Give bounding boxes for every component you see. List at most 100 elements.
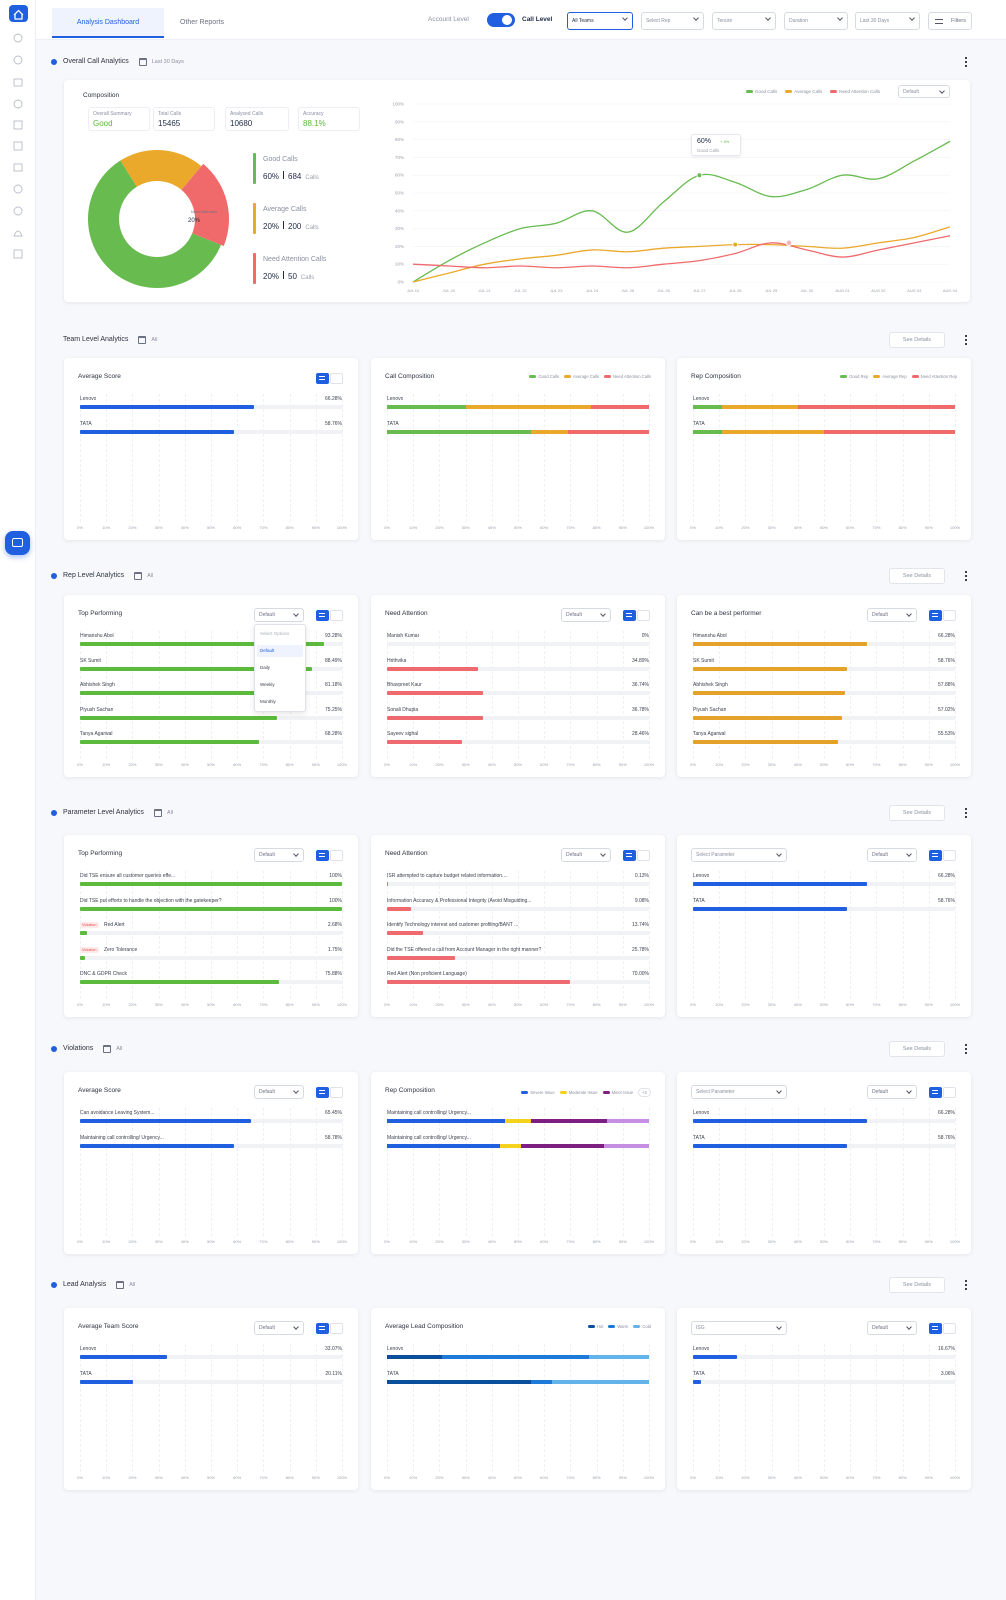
view-toggle-line[interactable] — [943, 1087, 956, 1098]
legend-unit: Calls — [305, 225, 319, 231]
view-toggle-bar[interactable] — [316, 1323, 329, 1334]
nav-icon[interactable] — [13, 184, 23, 194]
x-tick-label: AUG 03 — [907, 288, 922, 293]
grid-line — [80, 631, 81, 759]
nav-icon[interactable] — [13, 55, 23, 65]
view-toggle-bar[interactable] — [316, 850, 329, 861]
grid-line — [771, 1108, 773, 1236]
grid-line — [387, 1344, 388, 1472]
x-tick-label: 20% — [128, 1239, 137, 1244]
legend-swatch — [830, 90, 838, 93]
x-tick-label: JUL 20 — [443, 288, 456, 293]
nav-icon[interactable] — [13, 120, 23, 130]
menu-item[interactable]: Default — [257, 645, 303, 657]
view-toggle-bar[interactable] — [623, 850, 636, 861]
more-menu[interactable] — [965, 1044, 967, 1054]
menu-item[interactable]: Weekly — [260, 682, 275, 687]
bar-track — [387, 691, 649, 695]
see-details-button[interactable]: See Details — [889, 1041, 945, 1057]
legend-item: Good Rep — [840, 374, 868, 379]
view-toggle-bar[interactable] — [316, 373, 329, 384]
bar-icon — [932, 613, 938, 617]
menu-item[interactable]: Monthly — [260, 699, 276, 704]
dropdown[interactable]: Default — [254, 848, 304, 862]
tab[interactable]: Analysis Dashboard — [52, 8, 164, 38]
dropdown[interactable]: Default — [254, 1321, 304, 1335]
view-toggle-line[interactable] — [637, 610, 650, 621]
view-toggle-line[interactable] — [330, 610, 343, 621]
parameter-select[interactable]: Select Parameter — [691, 1085, 787, 1099]
chart-dropdown[interactable]: Default — [898, 85, 950, 98]
stat-box: Total Calls 15465 — [153, 107, 215, 131]
parameter-select[interactable]: Select Parameter — [691, 848, 787, 862]
view-toggle-line[interactable] — [330, 1087, 343, 1098]
more-menu[interactable] — [965, 808, 967, 818]
menu-item[interactable]: Daily — [260, 665, 271, 670]
view-toggle-line[interactable] — [943, 1323, 956, 1334]
more-menu[interactable] — [965, 57, 967, 67]
view-toggle-bar[interactable] — [929, 1087, 942, 1098]
filter-select[interactable]: Duration — [784, 12, 848, 30]
row-value: 3.06% — [940, 1370, 955, 1377]
dropdown[interactable]: Default — [867, 1085, 917, 1099]
see-details-button[interactable]: See Details — [889, 568, 945, 584]
row-label: Maintaining call controlling/ Urgency... — [387, 1134, 471, 1141]
view-toggle-bar[interactable] — [929, 1323, 942, 1334]
filter-select[interactable]: All Teams — [567, 12, 633, 30]
dropdown[interactable]: Default — [867, 1321, 917, 1335]
card: Average Lead Composition Hot Warm Cold 0% 10%… — [371, 1308, 665, 1490]
filter-button[interactable]: Filters — [928, 12, 972, 30]
filter-select[interactable]: Last 30 Days — [855, 12, 920, 30]
view-toggle-line[interactable] — [637, 850, 650, 861]
legend-item: Hot — [587, 1324, 603, 1329]
see-details-button[interactable]: See Details — [889, 805, 945, 821]
legend-swatch — [911, 375, 919, 378]
parameter-select[interactable]: ISG — [691, 1321, 787, 1335]
row-label: Did TSE ensure all customer queries effe… — [80, 873, 176, 879]
view-toggle-bar[interactable] — [929, 610, 942, 621]
nav-icon[interactable] — [13, 141, 23, 151]
view-toggle-line[interactable] — [943, 610, 956, 621]
dropdown[interactable]: Default — [561, 608, 611, 622]
nav-icon[interactable] — [13, 33, 23, 43]
dropdown[interactable]: Default — [867, 848, 917, 862]
nav-icon[interactable] — [13, 163, 23, 172]
more-menu[interactable] — [965, 571, 967, 581]
nav-icon[interactable] — [13, 206, 23, 216]
grid-line — [693, 394, 694, 522]
nav-icon[interactable] — [13, 78, 23, 87]
grid-line — [902, 871, 904, 999]
x-tick-label: 20% — [741, 1002, 750, 1007]
toggle-switch[interactable] — [487, 13, 515, 27]
dropdown[interactable]: Default — [867, 608, 917, 622]
x-tick-label: 100% — [643, 525, 655, 530]
filter-select[interactable]: Select Rep — [641, 12, 704, 30]
bar — [387, 906, 411, 911]
chat-button[interactable] — [5, 531, 30, 555]
x-tick-label: 50% — [206, 525, 215, 530]
view-toggle-bar[interactable] — [316, 1087, 329, 1098]
see-details-button[interactable]: See Details — [889, 1277, 945, 1293]
view-toggle-line[interactable] — [330, 850, 343, 861]
filter-select[interactable]: Tenure — [712, 12, 776, 30]
more-menu[interactable] — [965, 1280, 967, 1290]
view-toggle-bar[interactable] — [623, 610, 636, 621]
tab[interactable]: Other Reports — [180, 19, 224, 26]
see-details-button[interactable]: See Details — [889, 332, 945, 348]
dropdown[interactable]: Default — [561, 848, 611, 862]
nav-icon[interactable] — [13, 249, 23, 259]
more-menu[interactable] — [965, 335, 967, 345]
view-toggle-line[interactable] — [330, 1323, 343, 1334]
dropdown[interactable]: Default — [254, 1085, 304, 1099]
home-icon[interactable] — [9, 5, 28, 22]
grid-line — [387, 1108, 388, 1236]
nav-icon[interactable] — [13, 99, 23, 109]
view-toggle-line[interactable] — [330, 373, 343, 384]
view-toggle-bar[interactable] — [316, 610, 329, 621]
x-tick-label: 40% — [793, 762, 802, 767]
nav-icon[interactable] — [13, 230, 23, 237]
view-toggle-line[interactable] — [943, 850, 956, 861]
dropdown[interactable]: Default — [254, 608, 304, 622]
view-toggle-bar[interactable] — [929, 850, 942, 861]
